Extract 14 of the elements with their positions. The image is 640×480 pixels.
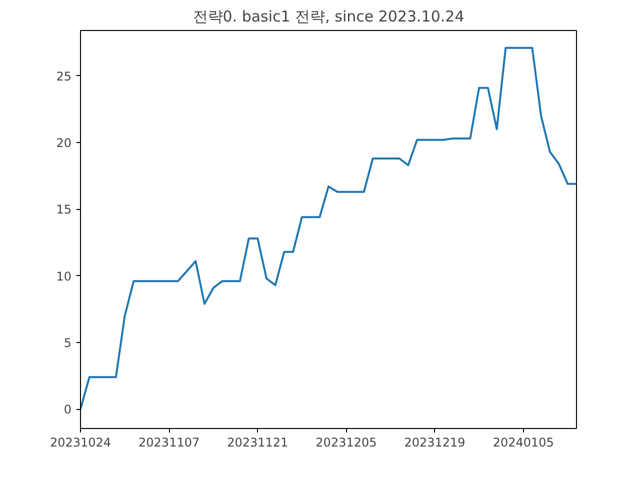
- x-tick-label: 20231219: [404, 436, 466, 450]
- y-tick-label: 5: [64, 336, 72, 350]
- y-tick-label: 25: [56, 69, 72, 84]
- x-tick-label: 20231024: [50, 436, 112, 450]
- x-tick-label: 20240105: [492, 436, 554, 450]
- y-tick-label: 20: [56, 136, 72, 150]
- y-tick-label: 15: [56, 202, 72, 217]
- chart-title: 전략0. basic1 전략, since 2023.10.24: [192, 8, 464, 26]
- x-tick-label: 20231107: [138, 436, 200, 450]
- x-tick-label: 20231205: [316, 436, 377, 450]
- x-tick-label: 20231121: [227, 436, 288, 450]
- y-tick-label: 10: [56, 269, 72, 284]
- line-series: [80, 46, 576, 410]
- y-tick-label: 0: [64, 402, 72, 417]
